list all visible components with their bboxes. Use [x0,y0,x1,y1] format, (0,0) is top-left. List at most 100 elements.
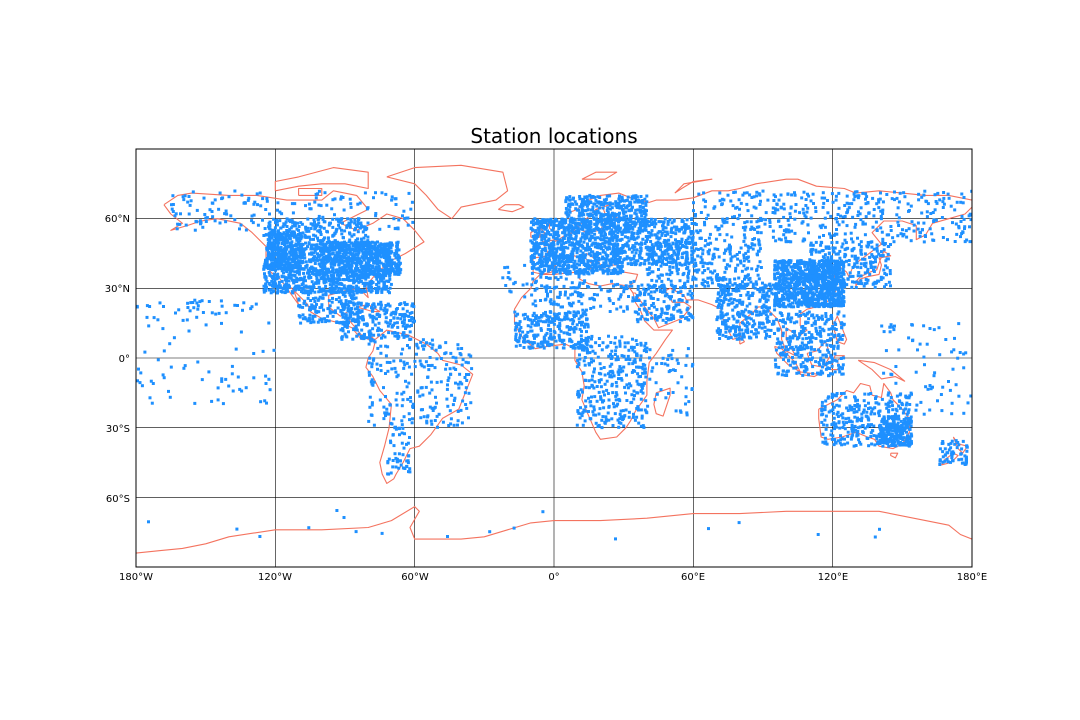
station-marker [301,305,305,309]
station-marker [653,233,657,237]
station-marker [606,246,610,250]
station-marker [641,237,645,241]
station-marker [306,319,310,323]
station-marker [601,400,604,404]
station-marker [267,225,271,229]
station-marker [420,386,424,390]
station-marker [370,246,374,250]
station-marker [618,226,622,230]
station-marker [264,286,268,290]
station-marker [616,231,620,235]
station-marker [298,231,302,235]
station-marker [584,196,588,199]
station-marker [341,259,345,263]
station-marker [365,254,368,258]
station-marker [385,310,388,314]
station-marker [558,327,561,331]
station-marker [680,237,684,241]
station-marker [395,242,399,246]
station-marker [341,252,345,256]
station-marker [598,230,602,234]
station-marker [584,270,587,274]
station-marker [638,227,642,231]
station-marker [275,262,279,266]
station-marker [582,339,586,342]
station-marker [274,221,277,224]
station-marker [313,200,317,204]
station-marker [580,338,583,341]
station-marker [615,235,619,238]
station-marker [601,223,605,227]
station-marker [548,258,552,262]
station-marker [594,421,598,425]
station-marker [271,281,275,284]
station-marker [314,281,318,285]
station-marker [541,270,545,274]
station-marker [645,346,649,350]
station-marker [285,225,289,228]
station-marker [362,289,366,293]
station-marker [352,233,356,237]
station-marker [373,261,377,265]
station-marker [555,224,559,228]
station-marker [666,260,670,264]
station-marker [300,290,303,293]
station-marker [647,230,651,234]
station-marker [456,343,460,347]
station-marker [393,366,397,370]
station-marker [285,287,289,291]
station-marker [586,338,590,342]
station-marker [579,412,583,416]
station-marker [571,241,574,245]
station-marker [394,310,398,314]
station-marker [267,282,271,285]
station-marker [554,269,558,273]
station-marker [331,266,335,270]
station-marker [631,244,635,248]
station-marker [653,225,657,229]
station-marker [460,382,464,386]
station-marker [625,228,629,232]
station-marker [608,218,612,222]
station-marker [356,318,360,322]
station-marker [553,319,557,322]
station-marker [618,339,622,343]
station-marker [357,247,361,251]
station-marker [367,361,371,365]
station-marker [598,196,602,199]
coastline [298,187,323,196]
station-marker [574,311,578,315]
station-marker [273,251,277,255]
station-marker [336,245,340,249]
station-marker [355,328,359,332]
station-marker [554,276,558,280]
station-marker [558,290,562,294]
station-marker [630,231,634,235]
station-marker [328,309,332,313]
station-marker [603,244,607,248]
station-marker [310,265,314,269]
station-marker [368,334,372,338]
station-marker [298,251,302,255]
station-marker [582,240,586,244]
station-marker [321,269,325,273]
station-marker [572,267,576,271]
station-marker [357,301,361,305]
station-marker [373,244,377,248]
station-marker [271,244,275,248]
station-marker [281,252,285,256]
station-marker [356,323,360,327]
station-marker [584,253,588,257]
station-marker [608,237,612,241]
station-marker [538,242,542,246]
station-marker [585,204,589,208]
station-marker [643,215,647,219]
station-marker [309,260,313,264]
station-marker [563,221,566,225]
station-marker [619,204,623,208]
station-marker [348,238,352,242]
station-marker [346,244,350,248]
station-marker [306,268,310,272]
station-marker [310,252,314,256]
station-marker [541,260,545,264]
